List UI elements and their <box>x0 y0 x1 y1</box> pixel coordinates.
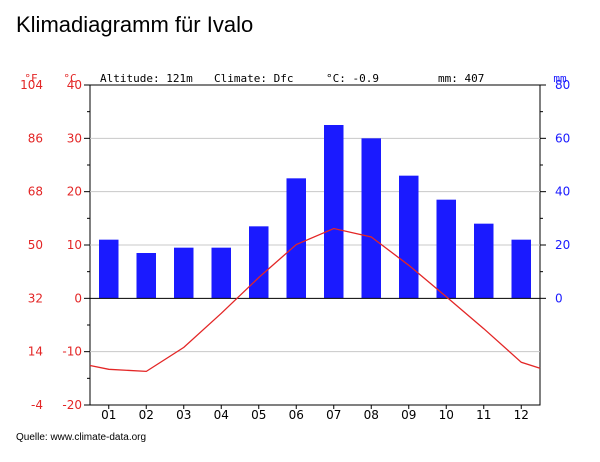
month-tick-label: 01 <box>101 408 116 422</box>
celsius-tick-label: 0 <box>74 291 82 305</box>
month-tick-label: 12 <box>514 408 529 422</box>
precipitation-bars <box>99 125 531 299</box>
fahrenheit-unit-label: °F <box>24 72 37 85</box>
temperature-line <box>89 227 541 373</box>
precipitation-bar <box>511 239 531 299</box>
precipitation-tick-label: 40 <box>555 185 570 199</box>
page-title: Klimadiagramm für Ivalo <box>16 12 254 37</box>
precipitation-bar <box>249 226 269 299</box>
temperature-series-line <box>89 227 541 373</box>
precipitation-bar <box>286 178 306 299</box>
celsius-tick-label: 30 <box>67 131 82 145</box>
precipitation-bar <box>361 138 381 299</box>
grid <box>90 137 540 353</box>
celsius-tick-label: 20 <box>67 185 82 199</box>
precipitation-bar <box>174 247 194 299</box>
month-tick-label: 06 <box>289 408 304 422</box>
precipitation-bar <box>136 253 156 299</box>
precip-info: mm: 407 <box>438 72 484 85</box>
precipitation-unit-label: mm <box>553 72 567 85</box>
month-tick-label: 02 <box>139 408 154 422</box>
climate-info: Climate: Dfc <box>214 72 293 85</box>
celsius-tick-label: -10 <box>62 345 82 359</box>
precipitation-bar <box>211 247 231 299</box>
precipitation-bar <box>436 199 456 299</box>
fahrenheit-tick-label: -4 <box>31 398 43 412</box>
celsius-unit-label: °C <box>63 72 76 85</box>
month-tick-label: 03 <box>176 408 191 422</box>
altitude-info: Altitude: 121m <box>100 72 193 85</box>
fahrenheit-tick-label: 32 <box>28 291 43 305</box>
precipitation-bar <box>99 239 119 299</box>
month-tick-label: 11 <box>476 408 491 422</box>
celsius-tick-label: 40 <box>67 78 82 92</box>
source-credit: Quelle: www.climate-data.org <box>16 432 147 443</box>
month-tick-label: 08 <box>364 408 379 422</box>
month-tick-label: 09 <box>401 408 416 422</box>
precipitation-tick-label: 80 <box>555 78 570 92</box>
fahrenheit-tick-label: 50 <box>28 238 43 252</box>
precipitation-bar <box>399 175 419 299</box>
month-tick-label: 05 <box>251 408 266 422</box>
fahrenheit-tick-label: 104 <box>20 78 43 92</box>
fahrenheit-tick-label: 68 <box>28 185 43 199</box>
axis-labels: 40 104 30 86 20 68 10 50 0 32 -10 14 -20 -4 80 60 40 20 0 0… <box>20 78 570 422</box>
fahrenheit-tick-label: 86 <box>28 131 43 145</box>
precipitation-bar <box>474 223 494 299</box>
month-tick-label: 10 <box>439 408 454 422</box>
precipitation-tick-label: 0 <box>555 291 563 305</box>
month-tick-label: 07 <box>326 408 341 422</box>
precipitation-tick-label: 20 <box>555 238 570 252</box>
celsius-tick-label: 10 <box>67 238 82 252</box>
avg-temp-info: °C: -0.9 <box>326 72 379 85</box>
precipitation-bar <box>324 125 344 299</box>
month-tick-label: 04 <box>214 408 229 422</box>
precipitation-tick-label: 60 <box>555 131 570 145</box>
axis-ticks <box>84 84 546 409</box>
fahrenheit-tick-label: 14 <box>28 345 43 359</box>
celsius-tick-label: -20 <box>62 398 82 412</box>
